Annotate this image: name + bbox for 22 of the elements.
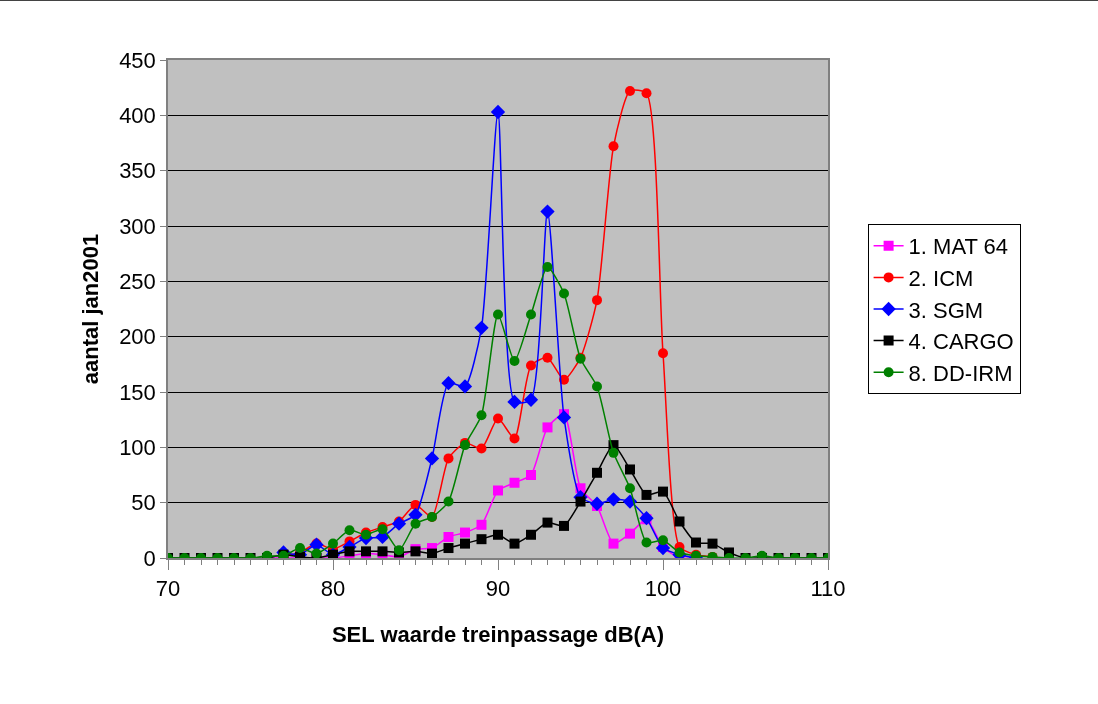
legend-label: 2. ICM bbox=[908, 265, 974, 291]
y-tick-label: 400 bbox=[119, 103, 156, 129]
legend-label: 1. MAT 64 bbox=[908, 234, 1009, 260]
x-tick-label: 80 bbox=[320, 576, 346, 602]
legend-label: 8. DD-IRM bbox=[908, 360, 1013, 386]
y-tick-label: 250 bbox=[119, 269, 156, 295]
y-tick-label: 0 bbox=[143, 545, 156, 571]
y-tick-label: 50 bbox=[131, 490, 156, 516]
y-tick-label: 200 bbox=[119, 324, 156, 350]
x-axis-title: SEL waarde treinpassage dB(A) bbox=[331, 621, 665, 647]
y-tick-label: 300 bbox=[119, 213, 156, 239]
x-tick-label: 70 bbox=[155, 576, 181, 602]
x-tick-label: 90 bbox=[485, 576, 511, 602]
y-tick-label: 350 bbox=[119, 158, 156, 184]
y-tick-label: 150 bbox=[119, 379, 156, 405]
x-tick-label: 100 bbox=[644, 576, 682, 602]
y-tick-label: 100 bbox=[119, 435, 156, 461]
y-axis-title: aantal jan2001 bbox=[78, 233, 104, 385]
y-tick-label: 450 bbox=[119, 47, 156, 73]
legend-label: 3. SGM bbox=[908, 297, 984, 323]
legend-label: 4. CARGO bbox=[908, 329, 1014, 355]
x-tick-label: 110 bbox=[810, 576, 846, 602]
